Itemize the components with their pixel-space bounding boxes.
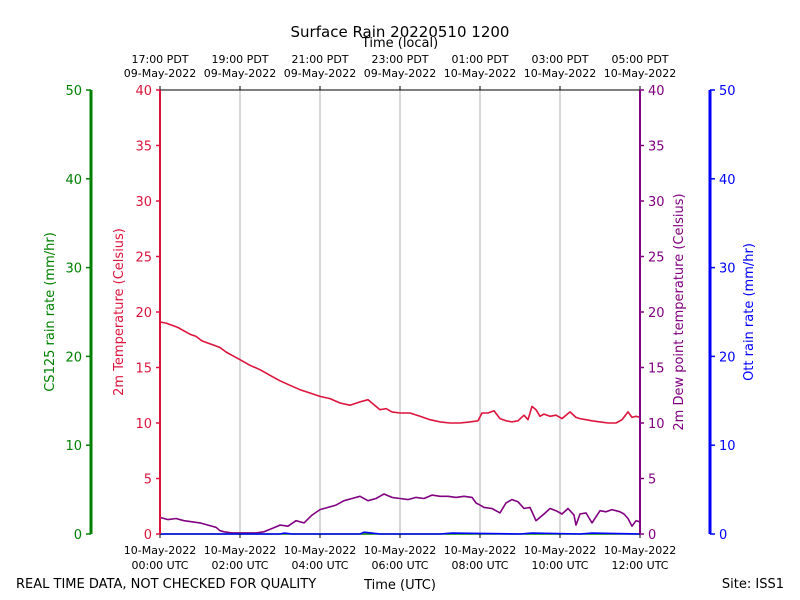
dewpoint-axis-tick-label: 20 bbox=[648, 306, 665, 321]
dewpoint-axis-tick-label: 40 bbox=[648, 84, 665, 99]
x-tick-label-time: 00:00 UTC bbox=[131, 559, 188, 572]
top-tick-label-date: 10-May-2022 bbox=[604, 67, 676, 80]
top-tick-label-time: 03:00 PDT bbox=[531, 53, 588, 66]
dewpoint-axis-label: 2m Dew point temperature (Celsius) bbox=[672, 193, 687, 430]
cs125-axis-tick-label: 10 bbox=[65, 439, 82, 454]
top-tick-label-date: 10-May-2022 bbox=[524, 67, 596, 80]
temperature-axis-tick-label: 25 bbox=[135, 251, 152, 266]
vertical-gridlines bbox=[239, 90, 561, 534]
top-tick-label-time: 01:00 PDT bbox=[451, 53, 508, 66]
dewpoint-axis-tick-label: 0 bbox=[648, 528, 656, 543]
temperature-axis-tick-label: 5 bbox=[144, 473, 152, 488]
dewpoint-axis-tick-label: 25 bbox=[648, 251, 665, 266]
dewpoint-axis-tick-label: 10 bbox=[648, 417, 665, 432]
cs125-axis-tick-label: 20 bbox=[65, 350, 82, 365]
dewpoint-axis-tick-label: 35 bbox=[648, 140, 665, 155]
temperature-axis-tick-label: 10 bbox=[135, 417, 152, 432]
x-tick-label-date: 10-May-2022 bbox=[124, 544, 196, 557]
dewpoint-axis-tick-label: 30 bbox=[648, 195, 665, 210]
top-tick-label-date: 09-May-2022 bbox=[204, 67, 276, 80]
x-tick-label-date: 10-May-2022 bbox=[524, 544, 596, 557]
cs125-axis-tick-label: 50 bbox=[65, 84, 82, 99]
temperature-axis-label: 2m Temperature (Celsius) bbox=[112, 228, 127, 396]
temperature-axis-tick-label: 30 bbox=[135, 195, 152, 210]
top-tick-label-time: 05:00 PDT bbox=[611, 53, 668, 66]
temperature-axis-tick-label: 35 bbox=[135, 140, 152, 155]
ott-axis-tick-label: 10 bbox=[719, 439, 736, 454]
temperature-axis-tick-label: 0 bbox=[144, 528, 152, 543]
top-tick-label-date: 10-May-2022 bbox=[444, 67, 516, 80]
dewpoint-axis-tick-label: 15 bbox=[648, 362, 665, 377]
ott-axis-label: Ott rain rate (mm/hr) bbox=[742, 243, 757, 381]
cs125-axis-tick-label: 0 bbox=[74, 528, 82, 543]
temperature-axis-tick-label: 15 bbox=[135, 362, 152, 377]
top-tick-label-date: 09-May-2022 bbox=[284, 67, 356, 80]
top-tick-label-date: 09-May-2022 bbox=[124, 67, 196, 80]
axes: 10-May-2022 00:00 UTC 10-May-2022 02:00 UTC… bbox=[43, 53, 757, 572]
quality-notice: REAL TIME DATA, NOT CHECKED FOR QUALITY bbox=[16, 577, 316, 592]
2m-dew-point-temperature-line bbox=[159, 493, 641, 534]
ott-axis-tick-label: 40 bbox=[719, 173, 736, 188]
site-label: Site: ISS1 bbox=[722, 577, 784, 592]
cs125-axis-tick-label: 30 bbox=[65, 262, 82, 277]
cs125-axis-label: CS125 rain rate (mm/hr) bbox=[43, 232, 58, 392]
x-tick-label-time: 08:00 UTC bbox=[451, 559, 508, 572]
ott-rain-rate-line bbox=[160, 531, 641, 535]
2m-temperature-line bbox=[159, 321, 641, 424]
temperature-axis-tick-label: 40 bbox=[135, 84, 152, 99]
ott-axis-tick-label: 30 bbox=[719, 262, 736, 277]
x-tick-label-date: 10-May-2022 bbox=[284, 544, 356, 557]
x-axis-label: Time (UTC) bbox=[363, 578, 436, 593]
x-tick-label-time: 06:00 UTC bbox=[371, 559, 428, 572]
dewpoint-axis-tick-label: 5 bbox=[648, 473, 656, 488]
top-tick-label-time: 21:00 PDT bbox=[291, 53, 348, 66]
x-tick-label-date: 10-May-2022 bbox=[204, 544, 276, 557]
top-tick-label-date: 09-May-2022 bbox=[364, 67, 436, 80]
temperature-axis-tick-label: 20 bbox=[135, 306, 152, 321]
x-tick-label-date: 10-May-2022 bbox=[604, 544, 676, 557]
x-tick-label-time: 10:00 UTC bbox=[531, 559, 588, 572]
top-tick-label-time: 17:00 PDT bbox=[131, 53, 188, 66]
x-tick-label-time: 02:00 UTC bbox=[211, 559, 268, 572]
top-axis-label: Time (local) bbox=[361, 36, 438, 51]
x-tick-label-date: 10-May-2022 bbox=[444, 544, 516, 557]
chart-title: Surface Rain 20220510 1200 bbox=[291, 23, 510, 41]
ott-axis-tick-label: 0 bbox=[719, 528, 727, 543]
top-tick-label-time: 19:00 PDT bbox=[211, 53, 268, 66]
ott-axis-tick-label: 50 bbox=[719, 84, 736, 99]
top-tick-label-time: 23:00 PDT bbox=[371, 53, 428, 66]
x-tick-label-time: 12:00 UTC bbox=[611, 559, 668, 572]
cs125-axis-tick-label: 40 bbox=[65, 173, 82, 188]
x-tick-label-date: 10-May-2022 bbox=[364, 544, 436, 557]
ott-axis-tick-label: 20 bbox=[719, 350, 736, 365]
x-tick-label-time: 04:00 UTC bbox=[291, 559, 348, 572]
